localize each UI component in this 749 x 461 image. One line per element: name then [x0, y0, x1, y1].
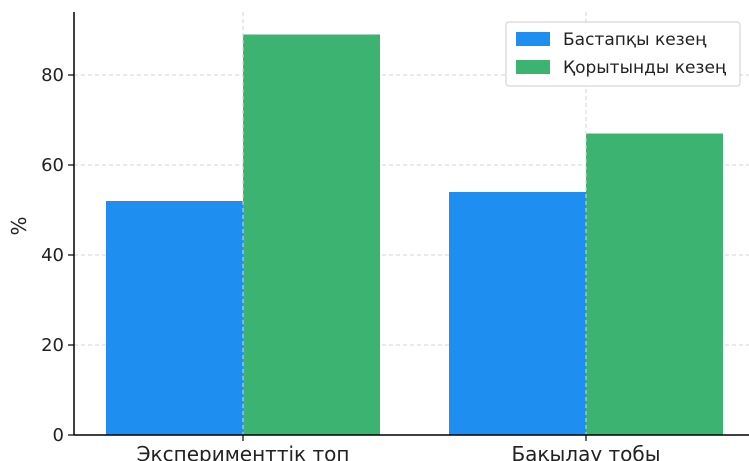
legend-label-initial: Бастапқы кезең: [563, 30, 707, 50]
bar-initial-0: [106, 201, 243, 435]
y-axis-label: %: [7, 216, 31, 235]
x-category-label: Бақылау тобы: [511, 442, 660, 461]
legend-label-final: Қорытынды кезең: [563, 58, 727, 78]
legend-swatch-initial: [516, 32, 550, 46]
y-tick-label: 20: [41, 335, 64, 356]
y-tick-label: 40: [41, 245, 64, 266]
y-tick-label: 0: [53, 425, 64, 446]
bar-layer: [106, 12, 723, 435]
bar-final-1: [586, 133, 723, 435]
legend-box: [505, 21, 741, 87]
x-category-label: Эксперименттік топ: [137, 442, 350, 461]
legend: Бастапқы кезең Қорытынды кезең: [505, 21, 741, 87]
axis-layer: [73, 12, 749, 436]
bar-final-0: [243, 34, 380, 435]
tick-layer: 0 20 40 60 80 Эксперименттік топ Бақылау тобы: [41, 65, 660, 461]
y-tick-label: 60: [41, 155, 64, 176]
bar-initial-1: [449, 192, 586, 435]
y-tick-label: 80: [41, 65, 64, 86]
legend-swatch-final: [516, 60, 550, 74]
